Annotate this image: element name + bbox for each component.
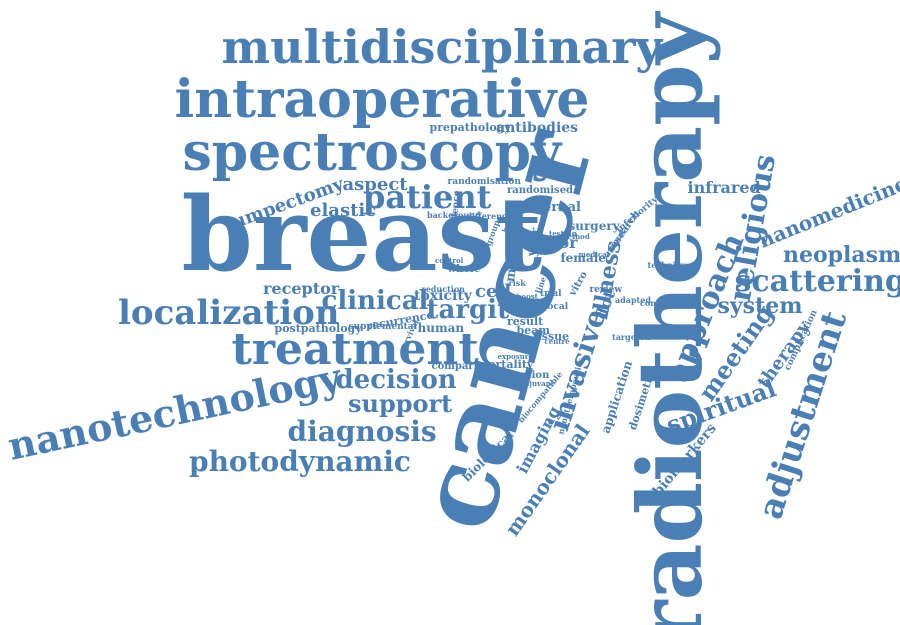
cloud-word-randomisation: randomisation [447,176,521,187]
cloud-word-aspect: aspect [342,174,408,195]
cloud-word-adapted: adapted [615,295,651,305]
cloud-word-tumor: tumor [522,233,578,252]
cloud-word-whole: whole [447,264,481,275]
cloud-word-support: support [348,389,453,418]
cloud-word-prepathology: prepathology [429,120,511,134]
cloud-word-scattering: scattering [734,264,900,299]
cloud-word-tissue: tissue [532,329,570,343]
cloud-word-local: local [544,301,569,312]
cloud-word-treatment: treatment [231,324,479,375]
cloud-word-medical: medical [578,249,610,259]
cloud-word-beam: beam [516,323,550,337]
cloud-word-multidisciplinary: multidisciplinary [221,20,663,74]
cloud-word-exposure: exposure [497,351,533,361]
cloud-word-infrared: infrared [687,178,761,197]
cloud-word-receptor: receptor [263,279,340,298]
cloud-word-surgery: surgery [568,219,620,233]
cloud-word-risk: risk [508,278,526,288]
cloud-word-testing: testing [549,228,577,238]
cloud-word-centre: centre [544,336,570,346]
cloud-word-background: background [427,210,481,220]
cloud-word-supplemental: supplemental [348,321,418,332]
cloud-word-difference: difference [466,211,512,221]
cloud-word-boost: boost [516,291,538,301]
cloud-word-technique: technique [647,260,693,270]
cloud-word-decision: decision [335,365,457,395]
cloud-word-mortality: mortality [476,357,534,371]
cloud-word-method: method [560,231,590,241]
cloud-word-antibodies: antibodies [496,120,579,136]
cloud-word-human: human [417,321,465,335]
cloud-word-photodynamic: photodynamic [189,445,411,478]
cloud-word-concurrent: concurrent [640,298,690,308]
cloud-word-result: result [507,314,544,328]
cloud-word-review: review [589,284,623,295]
cloud-word-year: year [523,226,542,258]
cloud-word-elastic: elastic [310,200,377,221]
cloud-word-inception: inception [496,370,550,381]
cloud-word-localization: localization [118,293,340,333]
cloud-word-cell: cell [475,281,512,302]
cloud-word-trial: trial [540,288,562,299]
cloud-word-reduction: reduction [421,284,465,294]
cloud-word-neoplasm: neoplasm [783,242,900,268]
cloud-word-spectroscopy: spectroscopy [182,122,562,183]
cloud-word-female: female [560,251,606,265]
cloud-word-diagnosis: diagnosis [287,415,437,448]
cloud-word-comparison: comparison [431,361,497,372]
cloud-word-targeted: targeted [612,332,651,342]
cloud-word-toxicity: toxicity [414,288,472,304]
cloud-word-control: control [435,255,464,265]
cloud-word-randomised: randomised [507,185,574,196]
cloud-word-system: system [717,293,803,319]
cloud-word-targit: targit [426,295,510,325]
cloud-word-clinical: clinical [321,286,429,316]
cloud-word-external: external [521,199,581,215]
cloud-word-intraoperative: intraoperative [174,69,590,130]
cloud-word-single: single [506,334,530,344]
cloud-word-adjuvant: adjuvant [520,378,554,388]
cloud-word-breast: breast [181,175,543,295]
cloud-word-postpathology: postpathology [274,321,362,335]
cloud-word-patient: patient [363,178,492,216]
